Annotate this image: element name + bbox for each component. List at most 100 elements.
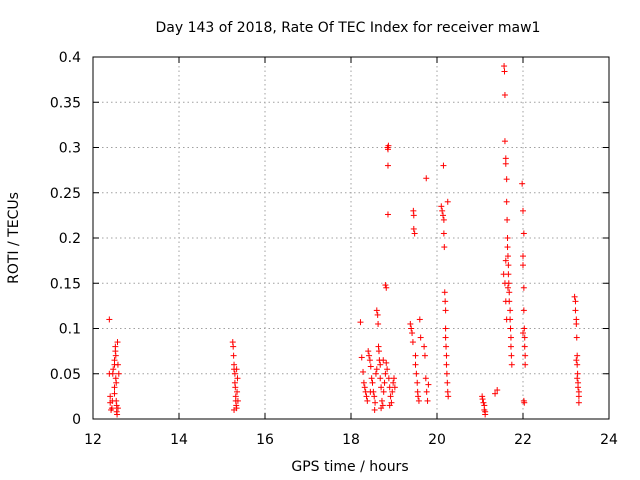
data-point bbox=[520, 284, 527, 291]
y-tick-label: 0 bbox=[72, 412, 81, 428]
data-point bbox=[572, 298, 579, 305]
data-point bbox=[108, 405, 115, 412]
data-point bbox=[520, 307, 527, 314]
data-point bbox=[372, 399, 379, 406]
data-point bbox=[364, 397, 371, 404]
data-point bbox=[410, 225, 417, 232]
data-point bbox=[501, 92, 508, 99]
data-point bbox=[501, 138, 508, 145]
data-point bbox=[232, 384, 239, 391]
data-point bbox=[522, 352, 529, 359]
data-point bbox=[386, 402, 393, 409]
data-point bbox=[443, 370, 450, 377]
data-point bbox=[106, 316, 113, 323]
y-tick-label: 0.15 bbox=[50, 276, 81, 292]
data-point bbox=[414, 379, 421, 386]
data-point bbox=[366, 352, 373, 359]
data-point bbox=[113, 402, 120, 409]
data-point bbox=[231, 406, 238, 413]
data-point bbox=[377, 375, 384, 382]
grid bbox=[93, 57, 609, 419]
data-point bbox=[230, 352, 237, 359]
data-point bbox=[520, 330, 526, 337]
x-tick-label: 12 bbox=[84, 432, 102, 448]
data-point bbox=[571, 293, 578, 300]
data-point bbox=[390, 379, 397, 386]
data-point bbox=[575, 393, 582, 400]
data-point bbox=[502, 298, 509, 305]
data-point bbox=[383, 359, 390, 366]
data-point bbox=[507, 325, 514, 332]
data-point bbox=[408, 325, 415, 332]
data-point bbox=[360, 368, 367, 375]
data-point bbox=[519, 180, 526, 187]
data-point bbox=[385, 142, 392, 149]
data-point bbox=[521, 399, 528, 406]
data-point bbox=[409, 339, 416, 346]
data-point bbox=[407, 320, 414, 327]
data-point bbox=[508, 352, 515, 359]
data-point bbox=[357, 319, 364, 326]
x-tick-label: 24 bbox=[600, 432, 618, 448]
data-point bbox=[415, 397, 422, 404]
x-axis-label: GPS time / hours bbox=[291, 459, 408, 475]
data-point bbox=[411, 230, 418, 237]
data-point bbox=[440, 162, 447, 169]
data-point bbox=[441, 244, 448, 251]
data-point bbox=[114, 339, 121, 346]
data-point bbox=[358, 354, 365, 361]
data-point bbox=[482, 411, 489, 418]
y-axis-label: ROTI / TECUs bbox=[6, 192, 22, 284]
data-point bbox=[441, 289, 448, 296]
x-tick-label: 20 bbox=[428, 432, 446, 448]
data-point bbox=[520, 253, 526, 260]
data-point bbox=[502, 257, 509, 264]
data-point bbox=[504, 284, 511, 291]
data-point bbox=[507, 343, 514, 350]
data-point bbox=[423, 388, 430, 395]
data-point bbox=[114, 411, 121, 418]
data-point bbox=[492, 390, 499, 397]
data-point bbox=[503, 316, 510, 323]
data-point bbox=[443, 352, 450, 359]
data-point bbox=[504, 216, 511, 223]
data-point bbox=[442, 325, 449, 332]
data-point bbox=[380, 388, 387, 395]
y-tick-label: 0.25 bbox=[50, 186, 81, 202]
data-point bbox=[443, 361, 450, 368]
data-point bbox=[442, 298, 449, 305]
data-point bbox=[377, 361, 384, 368]
data-point bbox=[443, 343, 450, 350]
data-point bbox=[387, 393, 394, 400]
data-point bbox=[573, 357, 580, 364]
data-point bbox=[439, 207, 446, 214]
data-point bbox=[479, 396, 486, 403]
data-point bbox=[442, 334, 449, 341]
x-tick-label: 14 bbox=[170, 432, 188, 448]
data-point bbox=[494, 387, 501, 394]
data-point bbox=[501, 63, 508, 70]
y-tick-label: 0.4 bbox=[59, 50, 81, 66]
data-point bbox=[413, 370, 420, 377]
data-point bbox=[424, 397, 431, 404]
data-point bbox=[440, 212, 447, 219]
data-point bbox=[504, 253, 511, 260]
data-point bbox=[423, 175, 430, 182]
x-tick-label: 16 bbox=[256, 432, 274, 448]
data-point bbox=[503, 176, 510, 183]
data-point bbox=[111, 384, 118, 391]
data-point bbox=[391, 384, 398, 391]
data-point bbox=[368, 375, 375, 382]
data-point bbox=[507, 334, 514, 341]
data-point bbox=[373, 366, 380, 373]
data-point bbox=[445, 393, 452, 400]
y-tick-label: 0.05 bbox=[50, 367, 81, 383]
data-point bbox=[442, 307, 449, 314]
x-tick-label: 22 bbox=[514, 432, 532, 448]
data-point bbox=[367, 388, 374, 395]
data-point bbox=[391, 375, 397, 382]
data-point bbox=[575, 399, 582, 406]
data-point bbox=[502, 160, 509, 167]
data-point bbox=[440, 230, 447, 237]
